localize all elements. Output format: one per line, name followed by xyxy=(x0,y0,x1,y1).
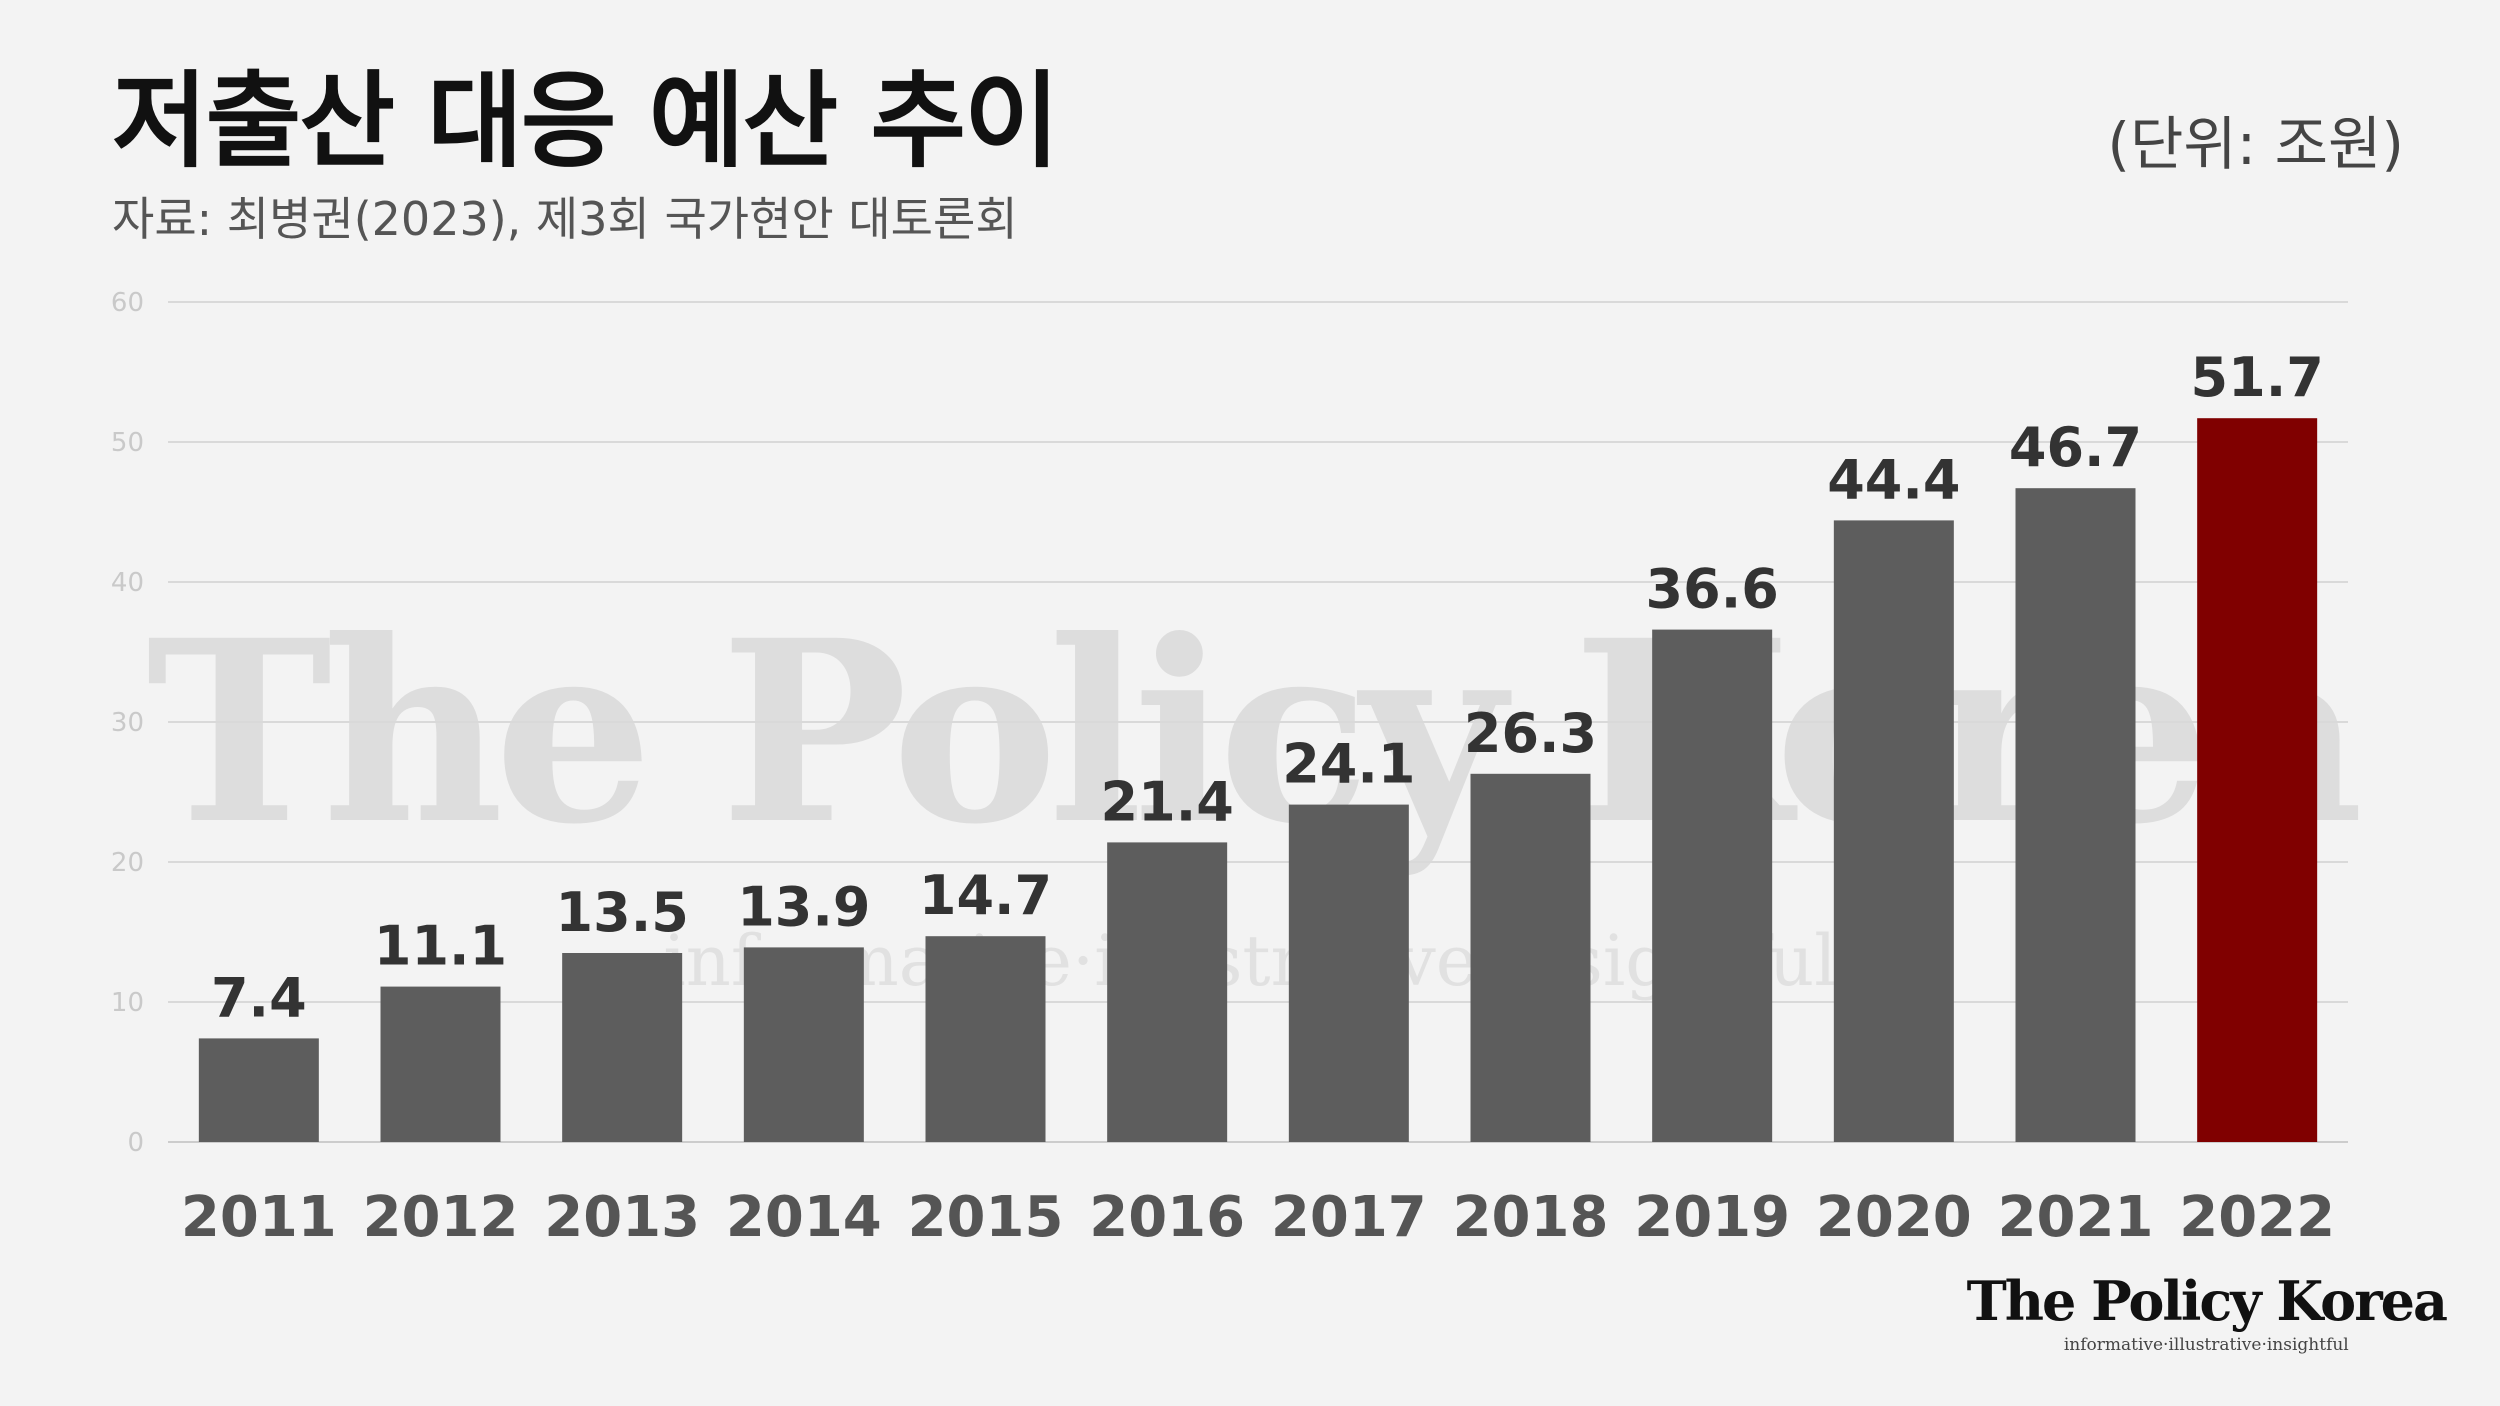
y-tick-label: 40 xyxy=(111,568,144,598)
brand-name: The Policy Korea xyxy=(1966,1269,2448,1333)
gridlines xyxy=(168,301,2348,1143)
x-tick-label-2013: 2013 xyxy=(544,1185,700,1250)
bar-2019 xyxy=(1652,629,1773,1142)
bar-2021 xyxy=(2015,488,2136,1142)
x-tick-label-2012: 2012 xyxy=(363,1185,519,1250)
x-tick-label-2021: 2021 xyxy=(1998,1185,2154,1250)
x-tick-label-2022: 2022 xyxy=(2179,1185,2335,1250)
x-tick-label-2016: 2016 xyxy=(1089,1185,1245,1250)
y-tick-label: 50 xyxy=(111,428,144,458)
brand-tagline: informative·illustrative·insightful xyxy=(2063,1335,2349,1356)
watermark-text: The Policy Korea xyxy=(146,585,2359,879)
bar-2022 xyxy=(2197,418,2318,1142)
x-axis: 2011 2012 2013 2014 2015 2016 2017 2018 2019 2020… xyxy=(181,1185,2335,1250)
value-label-2016: 21.4 xyxy=(1101,770,1234,833)
bar-2017 xyxy=(1288,804,1409,1142)
bar-2012 xyxy=(380,986,501,1142)
y-tick-label: 0 xyxy=(127,1128,144,1158)
value-label-2018: 26.3 xyxy=(1464,702,1597,765)
y-tick-label: 10 xyxy=(111,988,144,1018)
x-tick-label-2014: 2014 xyxy=(726,1185,882,1250)
bar-2013 xyxy=(562,953,683,1142)
x-tick-label-2017: 2017 xyxy=(1271,1185,1427,1250)
value-label-2017: 24.1 xyxy=(1282,733,1415,796)
bars xyxy=(198,418,2318,1142)
value-label-2021: 46.7 xyxy=(2009,416,2142,479)
y-tick-label: 20 xyxy=(111,848,144,878)
brand-logo: The Policy Korea informative·illustrativ… xyxy=(1966,1269,2448,1356)
y-axis: 0 10 20 30 40 50 60 xyxy=(111,288,144,1158)
bar-2016 xyxy=(1107,842,1228,1142)
value-label-2013: 13.5 xyxy=(556,881,689,944)
value-label-2022: 51.7 xyxy=(2191,346,2324,409)
x-tick-label-2011: 2011 xyxy=(181,1185,337,1250)
unit-label: (단위: 조원) xyxy=(2107,110,2404,178)
chart-title: 저출산 대응 예산 추이 xyxy=(112,60,1060,182)
x-tick-label-2015: 2015 xyxy=(908,1185,1064,1250)
bar-2018 xyxy=(1470,773,1591,1142)
value-label-2012: 11.1 xyxy=(374,915,507,978)
value-label-2020: 44.4 xyxy=(1827,448,1960,511)
x-tick-label-2020: 2020 xyxy=(1816,1185,1972,1250)
x-tick-label-2019: 2019 xyxy=(1634,1185,1790,1250)
chart-source: 자료: 최병권(2023), 제3회 국가현안 대토론회 xyxy=(112,192,1018,246)
x-tick-label-2018: 2018 xyxy=(1453,1185,1609,1250)
y-tick-label: 60 xyxy=(111,288,144,318)
bar-2015 xyxy=(925,936,1046,1142)
value-label-2015: 14.7 xyxy=(919,864,1052,927)
value-label-2011: 7.4 xyxy=(211,966,307,1029)
bar-2011 xyxy=(198,1038,319,1142)
value-label-2019: 36.6 xyxy=(1646,558,1779,621)
bar-2014 xyxy=(743,947,864,1142)
value-label-2014: 13.9 xyxy=(737,875,870,938)
y-tick-label: 30 xyxy=(111,708,144,738)
bar-2020 xyxy=(1833,520,1954,1142)
value-labels: 7.4 11.1 13.5 13.9 14.7 21.4 24.1 26.3 36.6 44.4 4… xyxy=(211,346,2324,1029)
